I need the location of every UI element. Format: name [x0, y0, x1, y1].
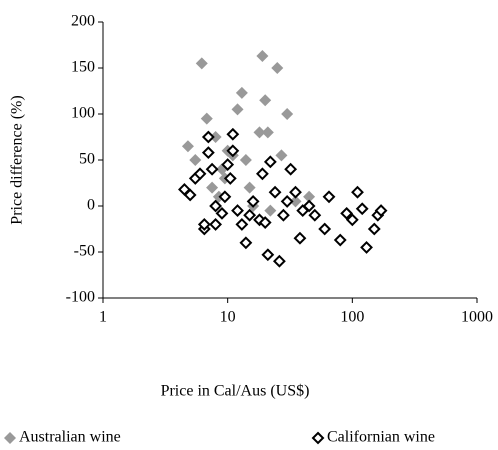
point — [189, 154, 202, 166]
legend-marker — [4, 432, 16, 444]
point — [275, 149, 288, 162]
point — [340, 206, 354, 220]
point — [351, 185, 364, 199]
point — [235, 217, 249, 231]
x-tick-label: 100 — [340, 309, 364, 326]
point — [200, 112, 213, 125]
point — [318, 222, 332, 236]
y-tick-label: -100 — [66, 289, 95, 306]
point — [355, 202, 369, 216]
point — [367, 222, 381, 236]
y-tick-label: -50 — [74, 243, 95, 260]
point — [221, 158, 235, 172]
point — [183, 188, 197, 202]
point — [201, 146, 215, 160]
point — [201, 130, 215, 144]
point — [206, 181, 219, 194]
point — [276, 208, 290, 222]
point — [268, 185, 282, 199]
point — [231, 103, 244, 116]
point — [243, 208, 257, 222]
y-tick-label: 50 — [79, 151, 95, 168]
point — [293, 231, 307, 245]
point — [205, 162, 219, 176]
point — [302, 199, 316, 213]
point — [360, 240, 373, 254]
point — [284, 162, 298, 176]
point — [289, 195, 302, 208]
point — [289, 185, 302, 199]
x-tick-label: 10 — [220, 309, 236, 326]
point — [218, 190, 232, 204]
point — [303, 190, 316, 203]
point — [345, 213, 359, 227]
point — [271, 62, 284, 74]
x-axis-label: Price in Cal/Aus (US$) — [161, 383, 310, 400]
point — [261, 248, 275, 262]
legend-label: Australian wine — [19, 429, 121, 446]
point — [281, 108, 294, 120]
point — [280, 194, 294, 208]
point — [246, 194, 260, 208]
y-tick-label: 150 — [71, 59, 95, 76]
point — [253, 213, 266, 227]
point — [243, 181, 256, 194]
point — [209, 217, 222, 231]
point — [374, 204, 388, 218]
point — [197, 217, 211, 231]
legend-marker — [311, 431, 325, 445]
legend-label: Californian wine — [327, 429, 435, 446]
point — [308, 208, 322, 222]
point — [259, 94, 272, 107]
x-tick-label: 1000 — [461, 309, 493, 326]
point — [256, 50, 269, 63]
point — [253, 126, 266, 139]
point — [209, 131, 222, 143]
point — [223, 171, 237, 185]
point — [226, 144, 240, 158]
y-tick-label: 0 — [87, 197, 95, 214]
point — [322, 190, 336, 204]
point — [272, 254, 286, 268]
point — [333, 233, 347, 247]
y-tick-label: 100 — [71, 105, 95, 122]
point — [239, 236, 253, 250]
point — [264, 204, 277, 217]
point — [193, 167, 207, 181]
point — [231, 204, 244, 218]
point — [209, 199, 222, 213]
y-axis-label: Price difference (%) — [9, 95, 26, 224]
y-tick-label: 200 — [71, 13, 95, 30]
point — [195, 57, 208, 70]
point — [263, 155, 277, 169]
point — [239, 154, 252, 166]
point — [256, 167, 269, 181]
point — [215, 206, 229, 220]
point — [261, 126, 274, 139]
point — [235, 86, 248, 99]
point — [181, 140, 194, 153]
point — [258, 216, 272, 229]
point — [226, 127, 240, 141]
x-tick-label: 1 — [99, 309, 107, 326]
